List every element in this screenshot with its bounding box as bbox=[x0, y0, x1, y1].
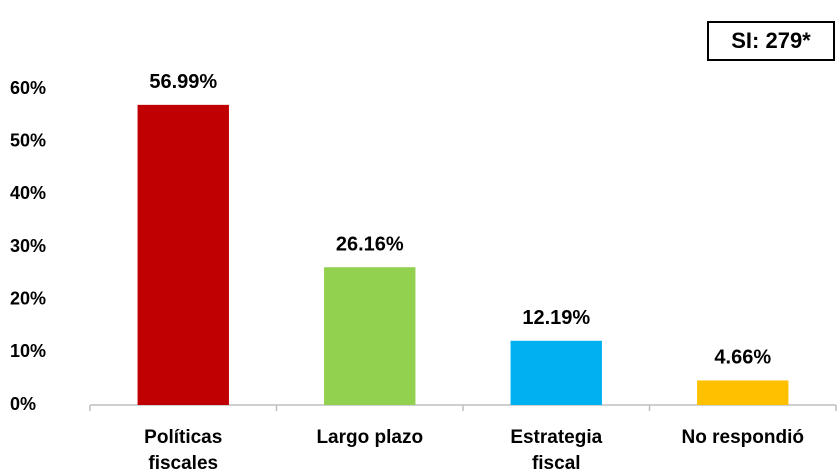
x-tick-label: fiscal bbox=[532, 453, 581, 474]
data-label: 56.99% bbox=[149, 71, 217, 93]
y-tick-label: 30% bbox=[10, 236, 46, 256]
annotation: SI: 279* bbox=[731, 28, 811, 53]
bar bbox=[510, 340, 602, 405]
data-label: 12.19% bbox=[522, 307, 590, 329]
annotation-box bbox=[707, 21, 835, 61]
bar bbox=[137, 104, 229, 406]
y-tick-label: 20% bbox=[10, 288, 46, 308]
x-tick-label: No respondió bbox=[682, 427, 804, 448]
data-label: 4.66% bbox=[714, 347, 771, 369]
x-tick-label: Estrategia bbox=[510, 427, 602, 448]
x-tick-label: fiscales bbox=[148, 453, 218, 474]
y-tick-label: 50% bbox=[10, 130, 46, 150]
y-tick-label: 0% bbox=[10, 394, 36, 414]
x-tick-label: Políticas bbox=[144, 427, 222, 448]
y-tick-label: 10% bbox=[10, 341, 46, 361]
data-label: 26.16% bbox=[336, 234, 404, 256]
bar bbox=[697, 380, 789, 405]
y-tick-label: 40% bbox=[10, 183, 46, 203]
y-tick-label: 60% bbox=[10, 78, 46, 98]
x-tick-label: Largo plazo bbox=[316, 427, 423, 448]
bar bbox=[324, 267, 416, 405]
